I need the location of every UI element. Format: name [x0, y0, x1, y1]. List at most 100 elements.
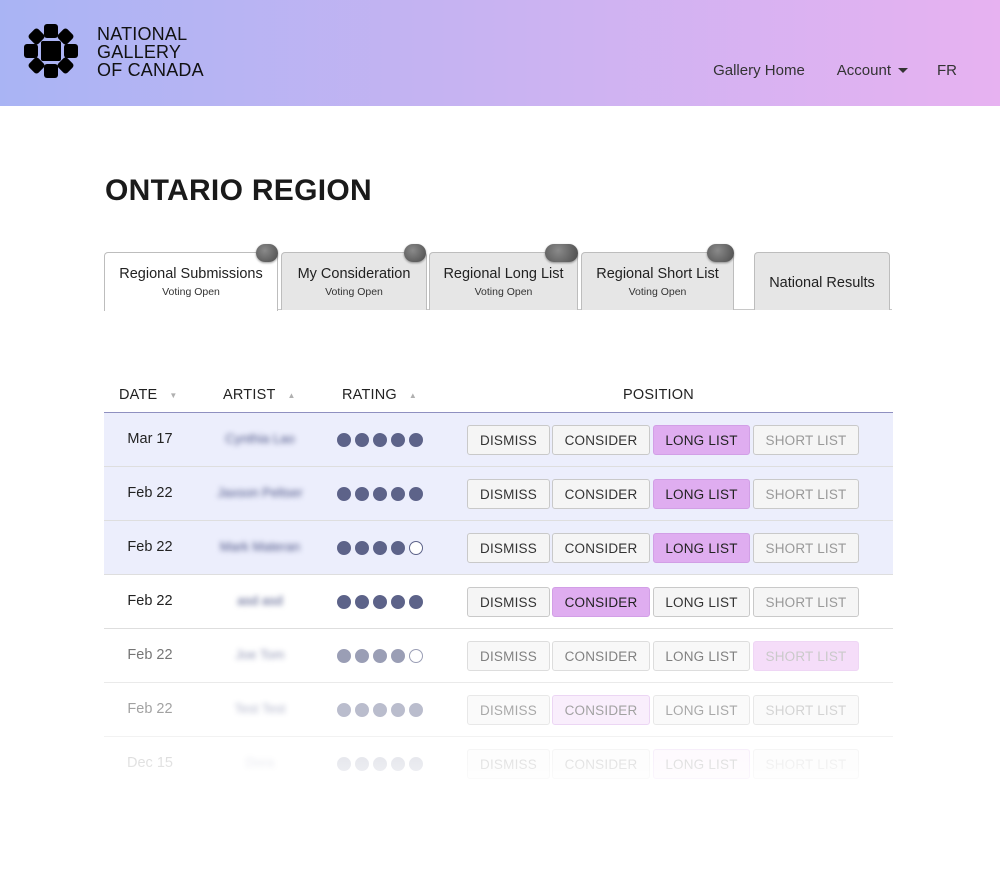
table-row[interactable]: Dec 15 Dora DISMISS CONSIDER LONG LIST SHORT …	[104, 737, 893, 791]
rating-dot-filled-icon[interactable]	[373, 487, 387, 501]
rating-dot-filled-icon[interactable]	[355, 541, 369, 555]
cell-artist-link[interactable]: Dora	[245, 755, 275, 770]
tab-label: National Results	[769, 275, 875, 291]
long-list-button[interactable]: LONG LIST	[653, 695, 750, 725]
rating-stars[interactable]	[337, 595, 427, 609]
rating-dot-filled-icon[interactable]	[373, 757, 387, 771]
cell-artist-link[interactable]: Test Test	[234, 701, 286, 716]
long-list-button[interactable]: LONG LIST	[653, 425, 750, 455]
notification-badge-icon	[404, 244, 426, 262]
rating-dot-filled-icon[interactable]	[373, 433, 387, 447]
consider-button[interactable]: CONSIDER	[552, 695, 650, 725]
rating-dot-filled-icon[interactable]	[373, 703, 387, 717]
rating-dot-filled-icon[interactable]	[409, 703, 423, 717]
rating-dot-filled-icon[interactable]	[391, 595, 405, 609]
rating-dot-filled-icon[interactable]	[337, 649, 351, 663]
consider-button[interactable]: CONSIDER	[552, 425, 650, 455]
rating-dot-filled-icon[interactable]	[337, 595, 351, 609]
rating-dot-filled-icon[interactable]	[409, 757, 423, 771]
long-list-button[interactable]: LONG LIST	[653, 479, 750, 509]
rating-dot-filled-icon[interactable]	[391, 541, 405, 555]
short-list-button[interactable]: SHORT LIST	[753, 749, 859, 779]
consider-button[interactable]: CONSIDER	[552, 641, 650, 671]
column-header-date[interactable]: DATE ▼	[119, 387, 178, 403]
table-row[interactable]: Feb 22 Mark Materan DISMISS CONSIDER LONG LI…	[104, 521, 893, 575]
consider-button[interactable]: CONSIDER	[552, 533, 650, 563]
rating-dot-filled-icon[interactable]	[391, 649, 405, 663]
cell-artist-link[interactable]: Joe Tom	[235, 647, 285, 662]
dismiss-button[interactable]: DISMISS	[467, 587, 550, 617]
rating-stars[interactable]	[337, 487, 427, 501]
rating-stars[interactable]	[337, 433, 427, 447]
short-list-button[interactable]: SHORT LIST	[753, 695, 859, 725]
rating-dot-filled-icon[interactable]	[409, 487, 423, 501]
rating-dot-empty-icon[interactable]	[409, 541, 423, 555]
tab-national-results[interactable]: National Results	[754, 252, 890, 310]
nav-language-toggle[interactable]: FR	[937, 62, 957, 79]
dismiss-button[interactable]: DISMISS	[467, 749, 550, 779]
table-row[interactable]: Feb 22 Test Test DISMISS CONSIDER LONG LIST S…	[104, 683, 893, 737]
table-row[interactable]: Feb 22 asd asd DISMISS CONSIDER LONG LIST SHO…	[104, 575, 893, 629]
dismiss-button[interactable]: DISMISS	[467, 425, 550, 455]
rating-dot-filled-icon[interactable]	[391, 757, 405, 771]
rating-dot-filled-icon[interactable]	[355, 433, 369, 447]
tab-regional-submissions[interactable]: Regional Submissions Voting Open	[104, 244, 278, 311]
rating-dot-filled-icon[interactable]	[355, 595, 369, 609]
rating-stars[interactable]	[337, 703, 427, 717]
tab-regional-long-list[interactable]: Regional Long List Voting Open	[429, 244, 578, 310]
rating-dot-filled-icon[interactable]	[355, 757, 369, 771]
rating-dot-filled-icon[interactable]	[355, 649, 369, 663]
cell-date: Feb 22	[127, 647, 173, 663]
nav-gallery-home[interactable]: Gallery Home	[713, 62, 805, 79]
rating-dot-filled-icon[interactable]	[337, 541, 351, 555]
rating-dot-filled-icon[interactable]	[337, 487, 351, 501]
cell-artist-link[interactable]: Mark Materan	[219, 539, 301, 554]
table-row[interactable]: Feb 22 Jaxson Peltser DISMISS CONSIDER LONG …	[104, 467, 893, 521]
cell-artist-link[interactable]: Jaxson Peltser	[217, 485, 303, 500]
rating-stars[interactable]	[337, 649, 427, 663]
national-gallery-logo-icon[interactable]	[24, 24, 78, 78]
rating-dot-filled-icon[interactable]	[337, 703, 351, 717]
rating-dot-filled-icon[interactable]	[391, 703, 405, 717]
rating-stars[interactable]	[337, 541, 427, 555]
rating-stars[interactable]	[337, 757, 427, 771]
column-header-artist[interactable]: ARTIST ▲	[223, 387, 296, 403]
cell-artist-link[interactable]: Cynthia Lao	[225, 431, 295, 446]
dismiss-button[interactable]: DISMISS	[467, 641, 550, 671]
dismiss-button[interactable]: DISMISS	[467, 533, 550, 563]
long-list-button[interactable]: LONG LIST	[653, 533, 750, 563]
notification-badge-icon	[545, 244, 578, 262]
cell-artist-link[interactable]: asd asd	[237, 593, 283, 608]
table-row[interactable]: Mar 17 Cynthia Lao DISMISS CONSIDER LONG LIS…	[104, 413, 893, 467]
dismiss-button[interactable]: DISMISS	[467, 479, 550, 509]
consider-button[interactable]: CONSIDER	[552, 587, 650, 617]
tab-regional-short-list[interactable]: Regional Short List Voting Open	[581, 244, 734, 310]
rating-dot-filled-icon[interactable]	[337, 757, 351, 771]
nav-account-menu[interactable]: Account	[837, 62, 908, 79]
short-list-button[interactable]: SHORT LIST	[753, 533, 859, 563]
rating-dot-filled-icon[interactable]	[373, 541, 387, 555]
tab-my-consideration[interactable]: My Consideration Voting Open	[281, 244, 427, 310]
column-header-rating[interactable]: RATING ▲	[342, 387, 417, 403]
rating-dot-filled-icon[interactable]	[373, 649, 387, 663]
rating-dot-filled-icon[interactable]	[355, 703, 369, 717]
rating-dot-filled-icon[interactable]	[355, 487, 369, 501]
consider-button[interactable]: CONSIDER	[552, 479, 650, 509]
table-row[interactable]: Feb 22 Joe Tom DISMISS CONSIDER LONG LIST SHO…	[104, 629, 893, 683]
short-list-button[interactable]: SHORT LIST	[753, 425, 859, 455]
rating-dot-filled-icon[interactable]	[337, 433, 351, 447]
short-list-button[interactable]: SHORT LIST	[753, 479, 859, 509]
rating-dot-filled-icon[interactable]	[373, 595, 387, 609]
long-list-button[interactable]: LONG LIST	[653, 587, 750, 617]
short-list-button[interactable]: SHORT LIST	[753, 641, 859, 671]
dismiss-button[interactable]: DISMISS	[467, 695, 550, 725]
rating-dot-filled-icon[interactable]	[409, 433, 423, 447]
rating-dot-filled-icon[interactable]	[409, 595, 423, 609]
rating-dot-filled-icon[interactable]	[391, 433, 405, 447]
rating-dot-empty-icon[interactable]	[409, 649, 423, 663]
short-list-button[interactable]: SHORT LIST	[753, 587, 859, 617]
consider-button[interactable]: CONSIDER	[552, 749, 650, 779]
long-list-button[interactable]: LONG LIST	[653, 641, 750, 671]
long-list-button[interactable]: LONG LIST	[653, 749, 750, 779]
rating-dot-filled-icon[interactable]	[391, 487, 405, 501]
